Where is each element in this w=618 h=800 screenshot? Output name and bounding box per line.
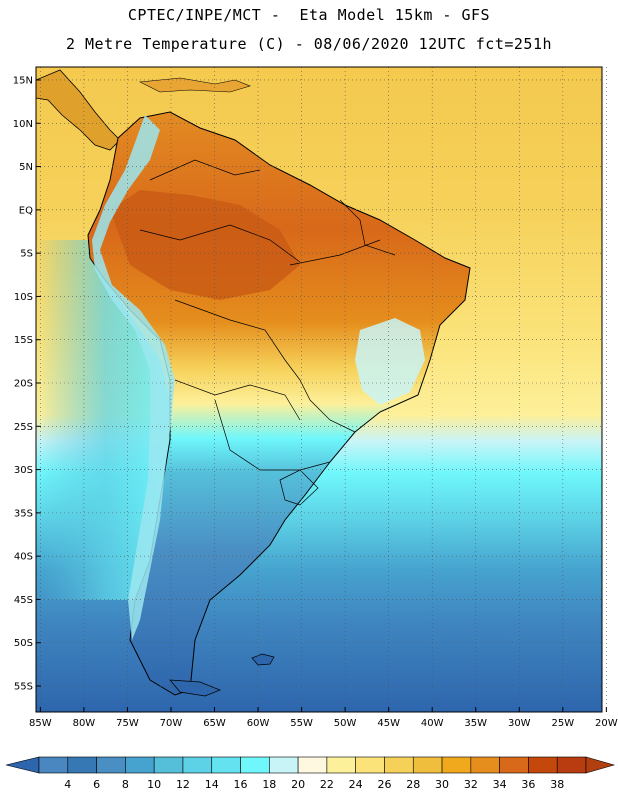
- lon-label: 35W: [464, 718, 487, 729]
- colorbar-swatch: [211, 756, 241, 774]
- lon-label: 55W: [290, 718, 313, 729]
- colorbar-swatch: [240, 756, 270, 774]
- lon-label: 30W: [508, 718, 531, 729]
- lat-label: 25S: [14, 422, 33, 433]
- colorbar-label: 30: [435, 778, 449, 791]
- caribbean-islands: [138, 77, 251, 93]
- colorbar-swatch: [38, 756, 69, 774]
- longitude-labels: 85W 80W 75W 70W 65W 60W 55W 50W 45W 40W 35W 30W 25W 2…: [29, 718, 618, 729]
- colorbar-label: 22: [320, 778, 334, 791]
- colorbar-swatch: [326, 756, 356, 774]
- lat-label: 5N: [19, 162, 33, 173]
- colorbar-swatch: [269, 756, 299, 774]
- lon-label: 80W: [73, 718, 96, 729]
- colorbar-swatch: [125, 756, 155, 774]
- lat-label: 30S: [14, 465, 33, 476]
- temperature-map: 15N 10N 5N EQ 5S 10S 15S 20S 25S 30S 35S 40S 45S 50S 5…: [13, 66, 618, 729]
- lat-label: 50S: [14, 638, 33, 649]
- colorbar-swatch: [67, 756, 97, 774]
- colorbar-label: 10: [147, 778, 161, 791]
- temperature-colorbar: 4 6 8 10 12 14 16 18 20 22 24 26 28 30 32 34 36 38: [5, 756, 616, 791]
- map-subtitle: 2 Metre Temperature (C) - 08/06/2020 12U…: [65, 35, 553, 53]
- central-america-land: [36, 69, 121, 151]
- colorbar-swatch: [153, 756, 184, 774]
- lat-label: 15N: [13, 75, 33, 86]
- colorbar-label: 38: [550, 778, 564, 791]
- colorbar-swatch: [528, 756, 558, 774]
- amazon-hot-core: [110, 190, 300, 300]
- colorbar-swatch: [182, 756, 213, 774]
- latitude-labels: 15N 10N 5N EQ 5S 10S 15S 20S 25S 30S 35S 40S 45S 50S 5…: [13, 75, 33, 692]
- colorbar-label: 28: [406, 778, 420, 791]
- colorbar-swatch: [412, 756, 443, 774]
- andes-highlands: [92, 115, 175, 640]
- country-borders: [139, 159, 396, 506]
- colorbar-swatch: [499, 756, 529, 774]
- colorbar-label: 18: [262, 778, 276, 791]
- lon-label: 75W: [116, 718, 139, 729]
- graticule: [36, 67, 607, 712]
- map-title: CPTEC/INPE/MCT - Eta Model 15km - GFS: [127, 6, 491, 24]
- colorbar-label: 4: [64, 778, 71, 791]
- colorbar-swatch: [355, 756, 385, 774]
- colorbar-label: 26: [377, 778, 391, 791]
- colorbar-label: 24: [349, 778, 363, 791]
- colorbar-swatch: [470, 756, 500, 774]
- lat-label: 55S: [14, 682, 33, 693]
- colorbar-label: 14: [205, 778, 219, 791]
- pacific-cool-tongue: [36, 240, 175, 600]
- lon-label: 20W: [595, 718, 618, 729]
- lon-label: 60W: [247, 718, 270, 729]
- lat-label: 35S: [14, 508, 33, 519]
- colorbar-label: 6: [93, 778, 100, 791]
- colorbar-label: 16: [234, 778, 248, 791]
- lat-label: EQ: [19, 205, 33, 216]
- lat-label: 45S: [14, 595, 33, 606]
- colorbar-swatch: [297, 756, 328, 774]
- colorbar-swatch: [96, 756, 126, 774]
- colorbar-swatch: [556, 756, 587, 774]
- colorbar-label: 36: [521, 778, 535, 791]
- lat-label: 40S: [14, 552, 33, 563]
- lon-label: 65W: [203, 718, 226, 729]
- colorbar-low-arrow: [5, 756, 40, 774]
- lat-label: 10N: [13, 119, 33, 130]
- lat-label: 5S: [20, 249, 33, 260]
- tierra-del-fuego: [169, 679, 221, 697]
- colorbar-swatch: [441, 756, 472, 774]
- falkland-islands: [251, 653, 275, 666]
- colorbar-high-arrow: [585, 756, 616, 774]
- lon-label: 50W: [334, 718, 357, 729]
- colorbar-swatch: [384, 756, 414, 774]
- lat-label: 15S: [14, 335, 33, 346]
- map-frame: [35, 66, 603, 713]
- lon-label: 45W: [377, 718, 400, 729]
- lat-label: 10S: [14, 292, 33, 303]
- lat-label: 20S: [14, 379, 33, 390]
- colorbar-label: 32: [464, 778, 478, 791]
- lon-label: 70W: [160, 718, 183, 729]
- colorbar-label: 8: [122, 778, 129, 791]
- colorbar-label: 12: [176, 778, 190, 791]
- lon-label: 25W: [552, 718, 575, 729]
- colorbar-label: 34: [493, 778, 507, 791]
- colorbar-label: 20: [291, 778, 305, 791]
- lon-label: 85W: [29, 718, 52, 729]
- lon-label: 40W: [421, 718, 444, 729]
